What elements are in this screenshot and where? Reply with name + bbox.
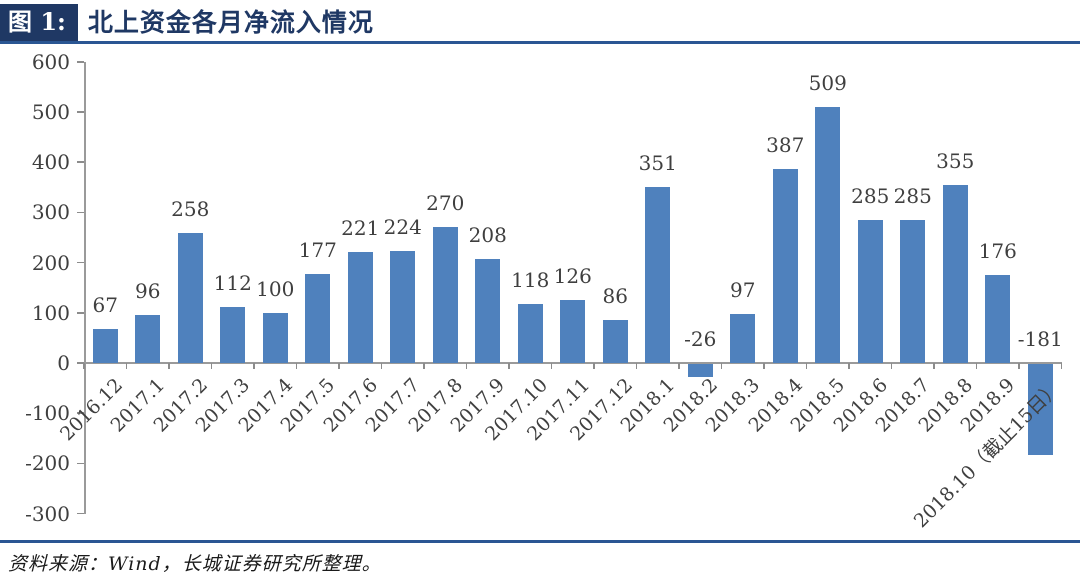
bar-value-label: 285 [851,183,890,208]
bar [220,306,246,363]
bar-value-label: 112 [213,270,252,295]
y-axis-tick-label: 100 [31,300,70,325]
figure-label: 图 1: [0,4,78,41]
y-axis-tick [77,261,84,264]
figure-title: 北上资金各月净流入情况 [87,8,374,37]
y-axis-tick [77,312,84,314]
x-axis-tick [933,363,935,369]
y-axis-tick-label: 600 [31,49,70,74]
bar [900,219,926,363]
x-axis-tick [763,363,765,369]
bar-value-label: 176 [978,238,1017,263]
y-axis-tick [77,412,84,414]
x-axis-tick [890,363,893,369]
y-axis-tick-label: 400 [31,150,70,175]
y-axis-tick [77,161,84,163]
bar [390,250,416,363]
x-axis-tick [210,363,213,369]
bar-value-label: -26 [684,327,717,351]
bar-value-label: -181 [1017,327,1063,351]
y-axis-tick-label: -300 [25,501,70,526]
bar [730,314,756,363]
x-axis-tick [338,363,340,369]
bar-value-label: 96 [135,278,161,303]
footer-divider [0,540,1080,543]
y-axis-tick [77,512,84,515]
bar [517,303,543,363]
bar-value-label: 351 [638,150,677,175]
x-axis-tick [295,363,298,369]
x-axis-tick [975,363,978,369]
bar-value-label: 208 [468,222,507,247]
bar-value-label: 100 [256,276,295,301]
bar-value-label: 270 [426,191,465,216]
x-axis-tick [380,363,383,369]
bar [262,312,288,363]
x-axis-tick [805,363,808,369]
y-axis-tick [77,211,84,214]
x-axis-tick [635,363,638,369]
x-axis-tick [1018,363,1020,369]
figure-header: 图 1: 北上资金各月净流入情况 [0,4,1080,44]
bar [92,329,118,363]
bar-value-label: 126 [553,263,592,288]
bar [602,319,628,363]
x-axis-tick [253,363,255,369]
y-axis-tick [77,362,84,364]
x-axis-tick [125,363,128,369]
y-axis-line [84,61,86,514]
bar [645,186,671,363]
bar-value-label: 387 [766,132,805,157]
x-axis-tick [720,363,723,369]
bar [135,314,161,363]
y-axis-tick-label: 200 [31,250,70,275]
y-axis-tick-label: 0 [57,351,70,375]
bar [687,364,713,378]
x-axis-tick [593,363,595,369]
x-axis-tick [550,363,553,369]
bar-value-label: 118 [511,267,550,292]
x-axis-line [84,362,1062,364]
bar-value-label: 67 [92,293,118,318]
source-text: 资料来源：Wind，长城证券研究所整理。 [8,553,382,575]
bar [432,227,458,363]
y-axis-tick [77,462,84,465]
bar [815,107,841,363]
bar [772,168,798,363]
bar [305,274,331,363]
bar-value-label: 97 [730,278,756,303]
x-axis-tick [848,363,850,369]
bar [942,184,968,363]
x-axis-tick [508,363,510,369]
y-axis-tick [77,111,84,113]
bar-value-label: 509 [808,71,847,96]
bar [475,258,501,363]
bar [1027,364,1053,455]
bar-value-label: 86 [602,283,628,308]
bar-value-label: 355 [936,148,975,173]
x-axis-tick [1060,363,1063,369]
bar-value-label: 177 [298,238,337,263]
bar-value-label: 258 [171,197,210,222]
x-axis-tick [465,363,468,369]
x-axis-tick [678,363,680,369]
bar [347,252,373,363]
bar-value-label: 285 [893,183,932,208]
bar [560,299,586,363]
x-axis-tick [423,363,425,369]
y-axis-tick [77,61,84,63]
y-axis-tick-label: -100 [25,401,70,426]
y-axis-tick-label: 300 [31,200,70,225]
y-axis-tick-label: 500 [31,100,70,124]
bar [857,219,883,363]
bar-value-label: 221 [341,216,380,241]
bar [985,274,1011,363]
x-axis-tick [83,363,85,369]
y-axis-tick-label: -200 [25,451,70,476]
bar [177,233,203,363]
x-axis-tick [168,363,170,369]
bar-value-label: 224 [383,214,422,239]
